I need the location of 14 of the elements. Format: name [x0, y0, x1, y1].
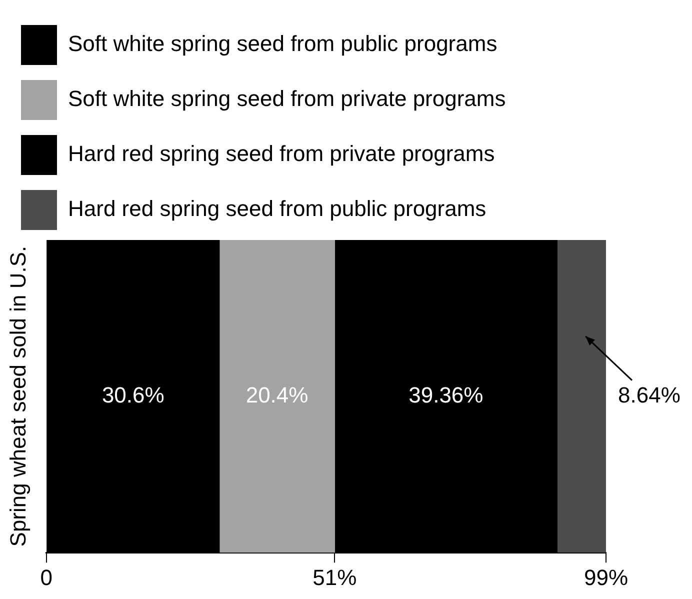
data-label: 20.4%	[246, 382, 308, 408]
data-label: 8.64%	[618, 382, 680, 408]
legend-label: Soft white spring seed from private programs	[68, 86, 506, 112]
bar	[219, 240, 336, 553]
y-axis-title: Spring wheat seed sold in U.S.	[5, 246, 30, 547]
data-label: 39.36%	[408, 382, 484, 408]
legend-label: Hard red spring seed from public programs	[68, 196, 486, 222]
x-tick-label: 51%	[312, 564, 357, 590]
bar	[556, 240, 606, 553]
x-tick-label: 0	[40, 564, 53, 590]
x-tick-label: 99%	[584, 564, 628, 590]
data-label: 30.6%	[102, 382, 164, 408]
legend-label: Soft white spring seed from public programs	[68, 31, 498, 56]
legend-label: Hard red spring seed from private programs	[68, 141, 495, 166]
